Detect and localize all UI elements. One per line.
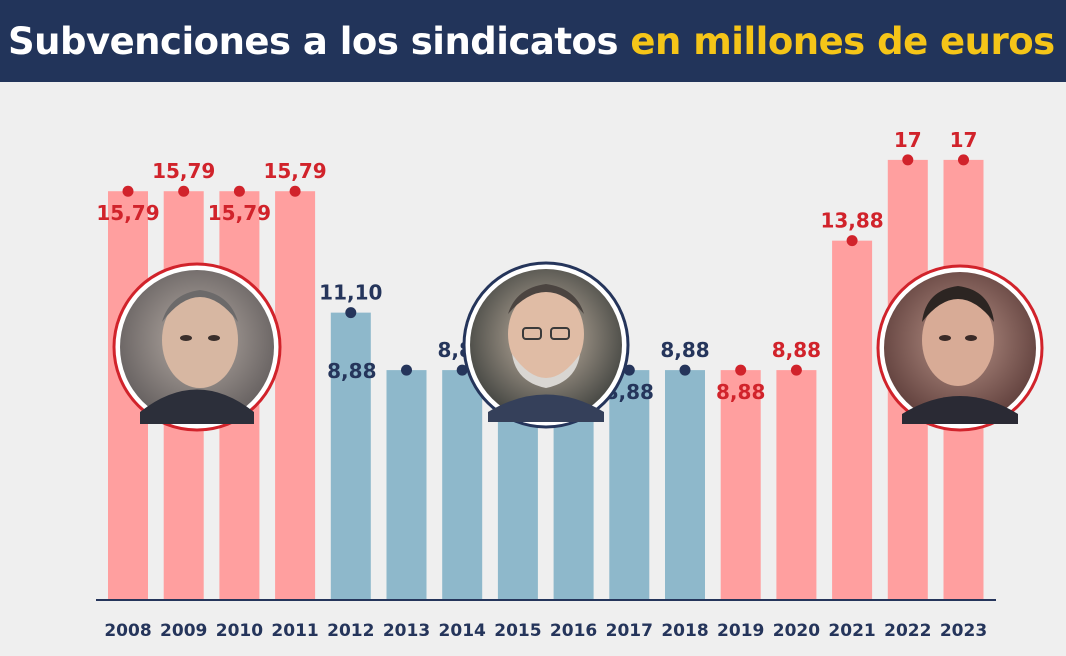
x-tick-2023: 2023 bbox=[940, 621, 987, 641]
bar-2013 bbox=[386, 370, 427, 600]
value-label-2019: 8,88 bbox=[716, 380, 765, 404]
value-marker-2012 bbox=[345, 307, 357, 319]
value-marker-2009 bbox=[178, 185, 190, 197]
x-tick-2021: 2021 bbox=[828, 621, 875, 641]
x-tick-2012: 2012 bbox=[327, 621, 374, 641]
bar-2019 bbox=[720, 370, 761, 600]
bar-2018 bbox=[665, 370, 705, 600]
value-marker-2008 bbox=[122, 185, 134, 197]
bar-2020 bbox=[776, 370, 817, 600]
x-tick-2011: 2011 bbox=[271, 621, 318, 641]
value-marker-2020 bbox=[790, 364, 802, 376]
value-marker-2022 bbox=[902, 154, 914, 166]
bar-2014 bbox=[442, 370, 483, 600]
x-tick-2014: 2014 bbox=[439, 621, 486, 641]
value-label-2022: 17 bbox=[894, 128, 922, 152]
rajoy-portrait-icon bbox=[462, 261, 630, 429]
value-label-2008: 15,79 bbox=[96, 201, 159, 225]
x-tick-2022: 2022 bbox=[884, 621, 931, 641]
value-marker-2013 bbox=[401, 364, 412, 376]
value-label-2012: 11,10 bbox=[319, 281, 382, 305]
x-tick-2020: 2020 bbox=[773, 621, 820, 641]
value-label-2020: 8,88 bbox=[772, 338, 821, 362]
value-label-2011: 15,79 bbox=[263, 159, 326, 183]
bar-chart: 15,79 15,79 15,79 15,79 11,10 8,88 8,88 8,88 8,8… bbox=[96, 128, 1044, 641]
value-marker-2023 bbox=[958, 154, 969, 166]
bar-2021 bbox=[832, 240, 873, 600]
x-tick-2010: 2010 bbox=[216, 621, 263, 641]
x-tick-2013: 2013 bbox=[383, 621, 430, 641]
value-marker-2010 bbox=[233, 185, 245, 197]
x-tick-2015: 2015 bbox=[494, 621, 541, 641]
value-label-2018: 8,88 bbox=[660, 338, 709, 362]
value-marker-2014 bbox=[456, 364, 468, 376]
x-tick-2009: 2009 bbox=[160, 621, 207, 641]
x-tick-2018: 2018 bbox=[661, 621, 708, 641]
value-label-2021: 13,88 bbox=[820, 209, 883, 233]
value-marker-2017 bbox=[623, 364, 635, 376]
bar-2017 bbox=[609, 370, 650, 600]
value-label-2023: 17 bbox=[950, 128, 978, 152]
value-label-2013: 8,88 bbox=[327, 359, 376, 383]
value-label-2010: 15,79 bbox=[208, 201, 271, 225]
x-tick-labels-group: 2008 2009 2010 2011 2012 2013 2014 2015 2016 2017… bbox=[104, 621, 987, 641]
bar-2012 bbox=[330, 312, 371, 600]
title-accent: en millones de euros bbox=[630, 19, 1055, 63]
value-marker-2011 bbox=[289, 185, 301, 197]
x-tick-2017: 2017 bbox=[606, 621, 653, 641]
zapatero-portrait-icon bbox=[112, 262, 282, 432]
value-label-2009: 15,79 bbox=[152, 159, 215, 183]
sanchez-portrait-icon bbox=[876, 264, 1044, 432]
x-tick-2008: 2008 bbox=[104, 621, 151, 641]
value-marker-2021 bbox=[846, 235, 858, 247]
value-marker-2019 bbox=[735, 364, 747, 376]
title-main: Subvenciones a los sindicatos bbox=[8, 19, 619, 63]
bars-group bbox=[108, 159, 984, 600]
value-marker-2018 bbox=[679, 364, 691, 376]
header-bar: Subvenciones a los sindicatos en millone… bbox=[0, 0, 1066, 82]
bar-2011 bbox=[275, 191, 316, 600]
chart-title: Subvenciones a los sindicatos en millone… bbox=[8, 20, 1055, 63]
x-tick-2019: 2019 bbox=[717, 621, 764, 641]
x-tick-2016: 2016 bbox=[550, 621, 597, 641]
